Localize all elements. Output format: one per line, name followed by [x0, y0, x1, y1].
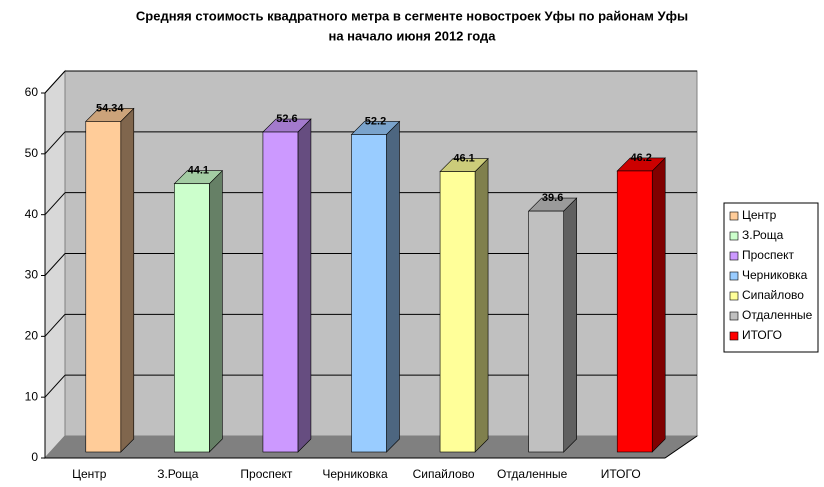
value-label: 52.6 — [276, 113, 297, 125]
bar-side — [209, 170, 223, 453]
bar — [85, 121, 122, 453]
x-tick-label: ИТОГО — [601, 467, 641, 481]
legend-label: З.Роща — [742, 228, 784, 242]
legend-label: Проспект — [742, 248, 795, 262]
y-tick-label: 60 — [25, 85, 39, 99]
value-label: 44.1 — [188, 165, 209, 177]
y-tick-label: 0 — [31, 450, 38, 464]
grid-line — [44, 253, 66, 276]
bar-side — [386, 120, 400, 453]
y-tick-label: 10 — [25, 389, 39, 403]
legend-swatch — [729, 211, 739, 221]
x-tick-label: Проспект — [240, 467, 293, 481]
grid-line — [44, 374, 66, 398]
bar — [174, 183, 210, 453]
legend-swatch — [729, 231, 739, 241]
value-label: 52.2 — [365, 115, 386, 127]
grid-line — [44, 192, 66, 216]
bar — [262, 131, 299, 453]
legend-label: Черниковка — [742, 268, 808, 282]
legend-label: Отдаленные — [742, 308, 813, 322]
bar-side — [297, 118, 312, 453]
x-tick-label: Сипайлово — [413, 467, 475, 481]
legend-swatch — [729, 331, 739, 341]
bar-side — [651, 157, 666, 453]
x-tick-label: Центр — [72, 467, 107, 481]
grid-line — [44, 131, 66, 155]
legend-swatch — [729, 271, 739, 281]
legend-label: Сипайлово — [742, 288, 804, 302]
bar — [439, 171, 476, 453]
x-tick-label: З.Роща — [157, 467, 199, 481]
bar-side — [474, 157, 489, 453]
grid-line — [44, 313, 66, 337]
bar-side — [563, 197, 577, 453]
legend — [723, 202, 819, 353]
value-label: 46.2 — [631, 152, 652, 164]
bar — [616, 170, 653, 453]
bar — [351, 134, 387, 453]
value-label: 54.34 — [96, 102, 124, 114]
chart-title: на начало июня 2012 года — [328, 28, 496, 43]
bar — [528, 210, 564, 453]
legend-swatch — [729, 251, 739, 261]
legend-swatch — [729, 291, 739, 301]
y-tick-label: 20 — [25, 329, 39, 343]
chart-title: Средняя стоимость квадратного метра в се… — [136, 8, 688, 23]
x-axis — [664, 435, 698, 459]
x-tick-label: Черниковка — [322, 467, 388, 481]
y-tick-label: 30 — [25, 268, 39, 282]
y-tick-label: 40 — [25, 207, 39, 221]
value-label: 46.1 — [453, 152, 474, 164]
bar-side — [120, 107, 135, 453]
x-tick-label: Отдаленные — [497, 467, 568, 481]
legend-swatch — [729, 311, 739, 321]
y-tick-label: 50 — [25, 146, 39, 160]
legend-label: Центр — [742, 208, 777, 222]
value-label: 39.6 — [542, 192, 563, 204]
grid-line — [44, 70, 66, 94]
legend-label: ИТОГО — [742, 328, 782, 342]
